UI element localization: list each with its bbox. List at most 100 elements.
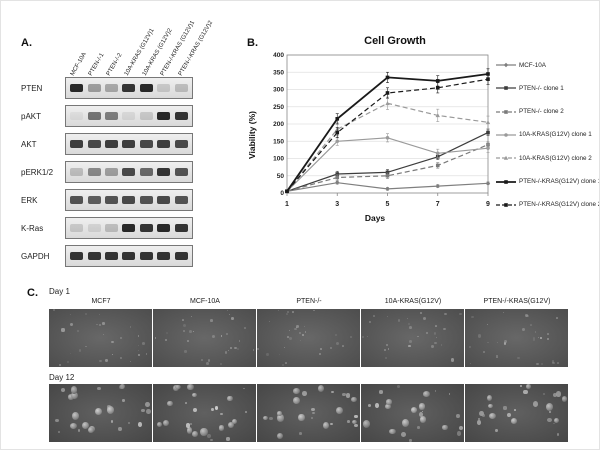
micrograph-column-label: MCF-10A	[190, 298, 220, 305]
blot-band	[139, 112, 153, 120]
chart-title: Cell Growth	[364, 35, 426, 47]
blot-band	[87, 252, 101, 260]
legend-item: PTEN-/- clone 1	[496, 84, 599, 92]
svg-text:5: 5	[386, 201, 390, 208]
blot-band	[157, 140, 171, 148]
chart-series	[285, 73, 490, 194]
svg-text:150: 150	[273, 138, 284, 145]
blot-lane-label: PTEN-/-1	[87, 52, 106, 77]
chart-legend: MCF-10A PTEN-/- clone 1 PTEN-/- clone 2 10A…	[496, 53, 599, 217]
blot-band	[105, 196, 119, 204]
blot-band	[174, 168, 188, 176]
blot-band	[105, 224, 119, 232]
blot-row-label: pAKT	[21, 111, 42, 121]
blot-band	[139, 168, 153, 176]
blot-row: AKT	[21, 133, 233, 155]
svg-text:9: 9	[486, 201, 490, 208]
svg-text:0: 0	[280, 190, 284, 197]
micrograph-row-day12	[49, 384, 587, 442]
legend-swatch	[496, 179, 516, 184]
blot-row-label: AKT	[21, 139, 37, 149]
blot-band	[105, 84, 119, 92]
legend-item: PTEN-/-KRAS(G12V) clone 2	[496, 201, 599, 209]
blot-band	[139, 224, 153, 232]
micrograph	[153, 309, 256, 367]
blot-band	[70, 112, 84, 120]
blot-band	[70, 140, 84, 148]
micrograph	[49, 384, 152, 442]
micrograph	[361, 309, 464, 367]
legend-swatch	[496, 133, 516, 137]
blot-strip	[65, 245, 193, 267]
blot-lane-labels: MCF-10A PTEN-/-1 PTEN-/-2 10A-KRAS (G12V)1 1…	[21, 13, 233, 77]
micrograph-column-label: MCF7	[91, 298, 111, 305]
legend-label: 10A-KRAS(G12V) clone 2	[519, 154, 592, 162]
blot-band	[157, 252, 171, 260]
panel-b-label: B.	[247, 37, 258, 49]
legend-swatch	[496, 62, 516, 68]
legend-label: PTEN-/- clone 2	[519, 108, 564, 116]
micrograph-column-label: PTEN-/-KRAS(G12V)	[483, 298, 551, 305]
panel-b: B. Cell Growth Viability (%) 0 50 100 150 20…	[247, 35, 599, 223]
blot-row-label: ERK	[21, 195, 38, 205]
micrograph-column-labels: MCF7 MCF-10A PTEN-/- 10A-KRAS(G12V) PTEN-/-K…	[49, 298, 587, 309]
blot-band	[174, 196, 188, 204]
blot-strip	[65, 161, 193, 183]
legend-swatch	[496, 203, 516, 207]
blot-band	[87, 168, 101, 176]
micrograph-row-day1	[49, 309, 587, 367]
legend-label: MCF-10A	[519, 61, 546, 69]
blot-band	[139, 252, 153, 260]
panel-a-label: A.	[21, 37, 32, 49]
legend-swatch	[496, 109, 516, 114]
blot-rows: PTEN pAKT AKT pERK1/2 ERK K-Ras GAPDH	[21, 77, 233, 267]
micrograph	[257, 309, 360, 367]
svg-text:250: 250	[273, 104, 284, 111]
blot-strip	[65, 105, 193, 127]
blot-row: K-Ras	[21, 217, 233, 239]
blot-band	[122, 224, 136, 232]
blot-band	[157, 112, 171, 120]
panel-a: A. MCF-10A PTEN-/-1 PTEN-/-2 10A-KRAS (G12V…	[21, 13, 233, 273]
legend-swatch	[496, 156, 516, 161]
blot-band	[87, 84, 101, 92]
blot-band	[122, 168, 136, 176]
blot-band	[70, 252, 84, 260]
blot-band	[139, 196, 153, 204]
micrograph-column-label: 10A-KRAS(G12V)	[384, 298, 442, 305]
svg-text:350: 350	[273, 69, 284, 76]
blot-strip	[65, 189, 193, 211]
micrograph	[465, 384, 568, 442]
blot-row: ERK	[21, 189, 233, 211]
micrograph	[153, 384, 256, 442]
blot-band	[87, 140, 101, 148]
blot-band	[105, 140, 119, 148]
blot-band	[157, 224, 171, 232]
blot-band	[87, 196, 101, 204]
blot-strip	[65, 217, 193, 239]
blot-band	[174, 84, 188, 92]
svg-text:200: 200	[273, 121, 284, 128]
blot-lane-label: PTEN-/-KRAS (G12V)1	[159, 19, 197, 77]
legend-label: PTEN-/- clone 1	[519, 84, 564, 92]
blot-row-label: PTEN	[21, 83, 43, 93]
blot-band	[157, 84, 171, 92]
blot-strip	[65, 133, 193, 155]
blot-band	[122, 252, 136, 260]
svg-text:1: 1	[285, 201, 289, 208]
legend-item: 10A-KRAS(G12V) clone 1	[496, 131, 599, 139]
blot-band	[174, 224, 188, 232]
chart-series	[284, 180, 491, 194]
line-chart: 0 50 100 150 200 250 300 350 400 1 3 5 7 9	[273, 52, 491, 208]
blot-band	[122, 112, 136, 120]
day12-label: Day 12	[49, 373, 75, 382]
svg-text:3: 3	[335, 201, 339, 208]
blot-row: PTEN	[21, 77, 233, 99]
blot-row: GAPDH	[21, 245, 233, 267]
panel-c: C. Day 1 MCF7 MCF-10A PTEN-/- 10A-KRAS(G12V…	[27, 287, 587, 442]
blot-band	[70, 84, 84, 92]
day1-label: Day 1	[49, 287, 70, 296]
micrograph	[49, 309, 152, 367]
blot-band	[174, 252, 188, 260]
blot-band	[70, 168, 84, 176]
